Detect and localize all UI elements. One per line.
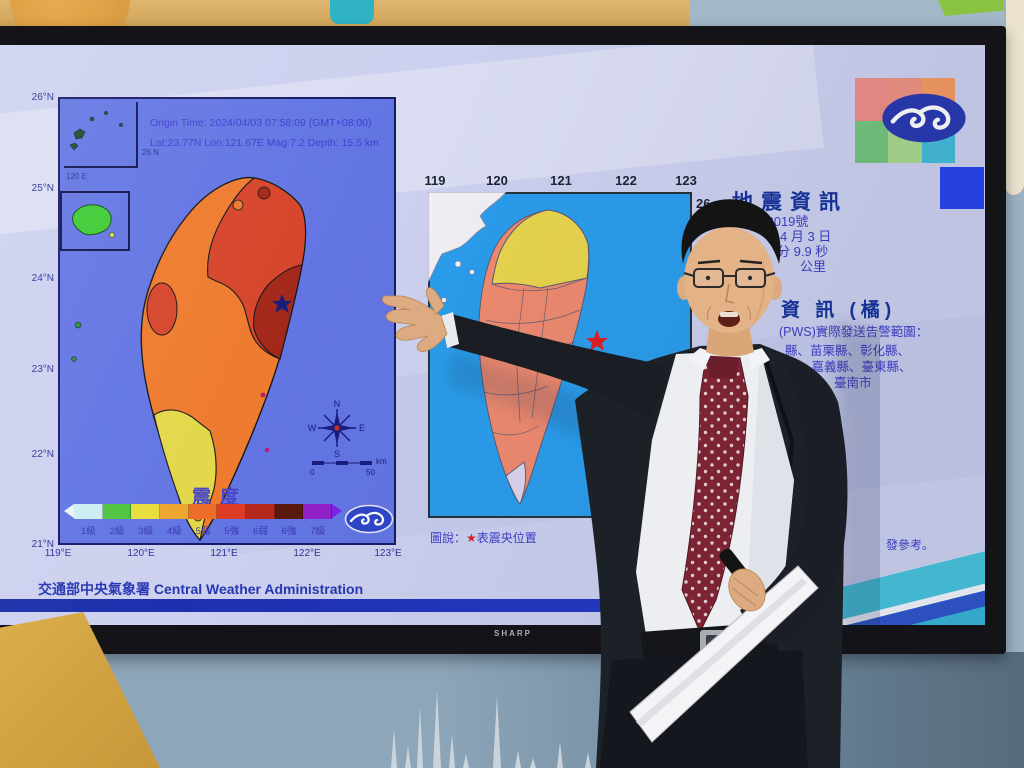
map-caption: 圖說：★表震央位置: [430, 529, 537, 546]
wall-bottom: [0, 652, 1024, 768]
rm-lon-label: 123: [675, 173, 697, 188]
colorbar-segment: [188, 504, 218, 519]
scale-bar-line: [312, 461, 372, 465]
legend-label: 3級: [138, 526, 154, 537]
lat-label: 26°N: [31, 92, 54, 103]
lat-label: 25°N: [31, 183, 54, 194]
grid-square: [855, 120, 889, 163]
face: [684, 227, 774, 333]
lat-label: 24°N: [31, 273, 54, 284]
cwa-logo-icon: [344, 504, 394, 534]
epicenter-star-right-map: [586, 330, 608, 351]
lon-label: 123°E: [374, 548, 402, 559]
colorbar-segment: [102, 504, 132, 519]
note-fragment: 發參考。: [886, 538, 935, 552]
scale-end: 50: [366, 468, 375, 477]
colorbar-segment: [246, 504, 275, 519]
compass-w: W: [308, 423, 317, 433]
hair: [681, 199, 781, 264]
tie-knot: [706, 356, 740, 378]
compass-n: N: [334, 399, 341, 409]
rm-lon-label: 122: [615, 173, 637, 188]
legend-label: 6強: [281, 526, 297, 537]
scale-start: 0: [310, 468, 315, 477]
tie: [681, 355, 749, 634]
info-line-depth: 公里: [800, 259, 827, 274]
colorbar-segment: [74, 504, 103, 519]
legend-label: 4級: [166, 526, 182, 537]
inset-lon-label: 120 E: [66, 172, 87, 181]
matsu-islands: [69, 111, 123, 151]
legend-label: 7級: [310, 526, 326, 537]
info-line-time: 分 9.9 秒: [777, 244, 829, 259]
lon-label: 122°E: [293, 548, 321, 559]
suit-sleeve-right: [446, 314, 668, 420]
shirt-cuff: [441, 312, 459, 348]
caption-prefix: 圖說：: [430, 531, 467, 545]
island-inset-box: [60, 191, 130, 251]
tv-brand-logo: SHARP: [494, 629, 533, 638]
matsu-inset-box: [64, 102, 138, 168]
compass-rose-icon: N W E S: [308, 399, 365, 459]
lon-label: 121°E: [210, 548, 238, 559]
presenter: [382, 199, 880, 768]
legend-label: 5強: [224, 526, 240, 537]
blue-square-decor: [940, 167, 984, 209]
cream-decor: [1006, 0, 1024, 195]
alert-title: 資 訊 (橘): [781, 300, 897, 321]
compass-e: E: [359, 423, 365, 433]
legend-label: 5弱: [195, 526, 211, 537]
lon-label: 119°E: [44, 548, 72, 559]
seismograph-wall-art: [391, 690, 621, 768]
green-island: [72, 204, 115, 238]
legend-title: 震度: [191, 487, 248, 508]
info-line-date: 4 月 3 日: [780, 229, 832, 244]
legend-label: 1級: [80, 526, 96, 537]
epicenter-star-glyph: ★: [466, 531, 477, 545]
glasses: [683, 268, 776, 288]
rm-lon-label: 120: [486, 173, 508, 188]
hand-right: [382, 295, 448, 352]
origin-info: Origin Time: 2024/04/03 07:58:09 (GMT+08…: [150, 113, 379, 153]
lat-label: 23°N: [31, 364, 54, 375]
legend-label: 6弱: [252, 526, 268, 537]
footer-agency: 交通部中央氣象署 Central Weather Administration: [38, 581, 364, 597]
intensity-colorbar: [74, 504, 333, 519]
lon-label: 120°E: [127, 548, 155, 559]
grid-square: [855, 78, 889, 121]
colorbar-segment: [303, 504, 333, 519]
cwa-logo-icon: [882, 93, 966, 143]
hand-left: [728, 568, 766, 612]
legend-label: 2級: [109, 526, 125, 537]
rm-lon-label: 121: [550, 173, 572, 188]
caption-suffix: 表震央位置: [476, 531, 537, 545]
inset-lat-label: 26 N: [142, 148, 159, 157]
legend-labels: 1級 2級 3級 4級 5弱 5強 6弱 6強 7級: [74, 523, 332, 537]
map-scale-bar: 0 50 km: [310, 457, 390, 481]
colorbar-segment: [160, 504, 189, 519]
origin-line-1: Origin Time: 2024/04/03 07:58:09 (GMT+08…: [150, 117, 372, 129]
teal-tab-decor: [330, 0, 374, 24]
taiwan-intensity-map: [71, 176, 307, 542]
cast-shadow: [836, 320, 880, 630]
suit-sleeve-left: [740, 360, 848, 645]
colorbar-segment: [274, 504, 304, 519]
colorbar-right-arrow: [332, 504, 342, 518]
compass-s: S: [334, 449, 340, 459]
colorbar-left-arrow: [64, 504, 74, 518]
scale-unit: km: [376, 457, 387, 466]
lat-label: 21°N: [31, 539, 54, 550]
epicenter-star-left-map: [272, 294, 292, 313]
colorbar-segment: [131, 504, 161, 519]
rm-lon-label: 119: [424, 173, 446, 188]
lat-label: 22°N: [31, 449, 54, 460]
colorbar-segment: [217, 504, 247, 519]
origin-line-2: Lat:23.77N Lon:121.67E Mag:7.2 Depth: 15…: [150, 137, 379, 149]
